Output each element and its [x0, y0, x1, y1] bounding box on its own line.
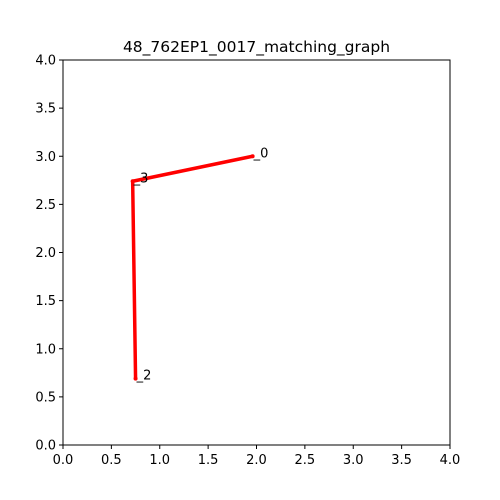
axis-ticks: 0.0 0.5 1.0 1.5 2.0 2.5 3.0 3.5 4.0 0.0 0.5 1.0 1.5 2… [35, 54, 460, 469]
x-tick-label: 0.5 [101, 453, 122, 468]
graph-edge-3-2 [130, 179, 138, 381]
y-tick-label: 4.0 [35, 54, 56, 69]
y-tick-label: 2.5 [35, 198, 56, 213]
y-tick-label: 1.0 [35, 342, 56, 357]
y-tick-label: 2.0 [35, 246, 56, 261]
node-labels: _0 _3 _2 [133, 146, 269, 383]
x-tick-label: 1.5 [198, 453, 219, 468]
graph-edge-0-3 [130, 154, 255, 184]
y-tick-label: 1.5 [35, 294, 56, 309]
plot-area-frame [62, 59, 451, 446]
x-tick-label: 2.5 [295, 453, 316, 468]
graph-edges [130, 154, 255, 381]
node-label-0: _0 [253, 146, 269, 161]
y-tick-label: 3.5 [35, 102, 56, 117]
node-label-2: _2 [136, 369, 152, 384]
x-tick-label: 1.0 [149, 453, 170, 468]
graph-node-2 [133, 376, 138, 381]
y-tick-label: 3.0 [35, 150, 56, 165]
y-tick-label: 0.0 [35, 439, 56, 454]
x-tick-label: 0.0 [53, 453, 74, 468]
x-tick-label: 2.0 [246, 453, 267, 468]
chart-title: 48_762EP1_0017_matching_graph [123, 38, 390, 57]
graph-node-0 [250, 154, 255, 159]
x-tick-label: 3.0 [343, 453, 364, 468]
x-tick-label: 3.5 [391, 453, 412, 468]
x-tick-label: 4.0 [440, 453, 461, 468]
y-tick-label: 0.5 [35, 390, 56, 405]
graph-node-3 [130, 179, 135, 184]
graph-nodes [130, 154, 255, 381]
node-label-3: _3 [133, 171, 149, 186]
